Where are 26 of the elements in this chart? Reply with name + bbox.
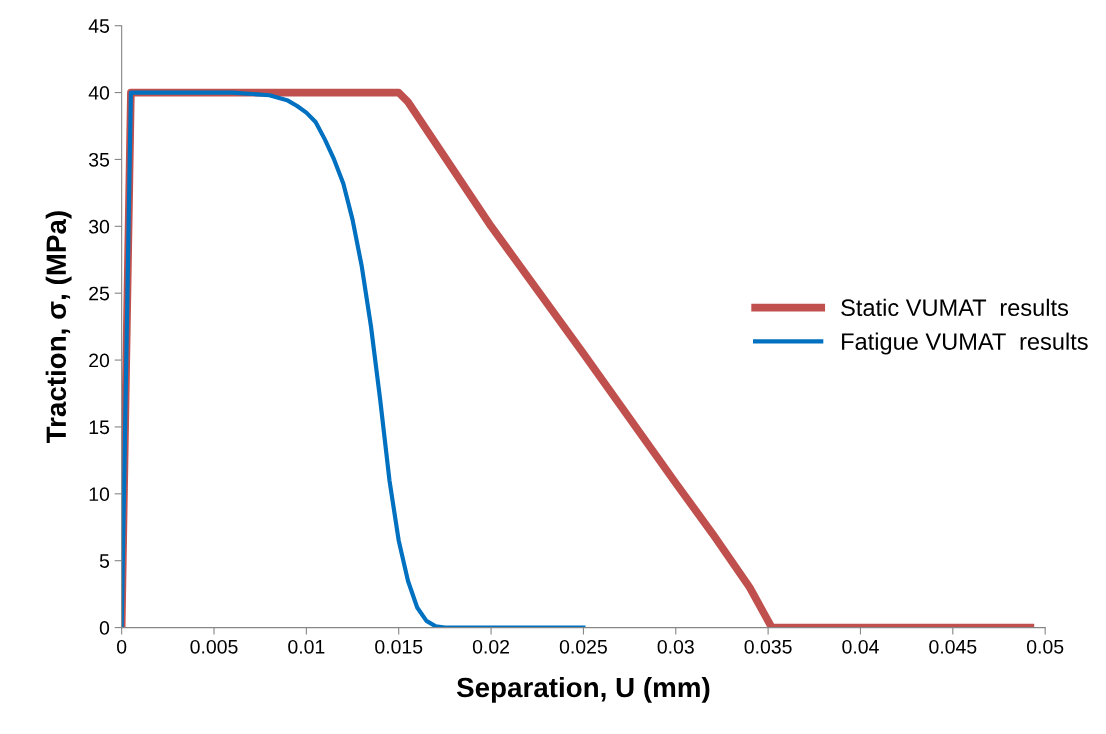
- y-tick-label: 5: [99, 554, 110, 568]
- x-tick-label: 0.015: [375, 639, 423, 654]
- y-tick-label: 45: [88, 19, 110, 33]
- x-tick-label: 0.035: [744, 639, 792, 654]
- y-tick-label: 20: [89, 353, 110, 368]
- line-series: [121, 90, 586, 628]
- y-tick-label: 35: [88, 152, 110, 167]
- x-tick-label: 0.02: [472, 639, 510, 654]
- y-tick-label: 40: [88, 86, 110, 100]
- x-tick-label: 0.05: [1027, 639, 1064, 654]
- y-axis-title: Traction, σ, (MPa): [45, 211, 72, 444]
- x-tick-label: 0.04: [842, 639, 879, 654]
- legend-label: Fatigue VUMAT results: [842, 332, 1088, 355]
- x-tick-label: 0.03: [657, 639, 694, 654]
- y-tick-label: 0: [99, 621, 110, 635]
- x-axis-title: Separation, U (mm): [456, 676, 710, 703]
- x-tick-label: 0.045: [929, 639, 977, 654]
- x-tick-label: 0: [117, 639, 127, 654]
- y-tick-label: 30: [88, 219, 110, 234]
- y-tick-label: 25: [89, 286, 110, 301]
- x-tick-label: 0.005: [190, 639, 238, 654]
- x-tick-label: 0.025: [559, 639, 607, 654]
- x-tick-label: 0.01: [288, 639, 325, 654]
- y-tick-label: 10: [89, 487, 110, 502]
- legend-label: Static VUMAT results: [841, 298, 1069, 317]
- y-tick-label: 15: [89, 420, 110, 435]
